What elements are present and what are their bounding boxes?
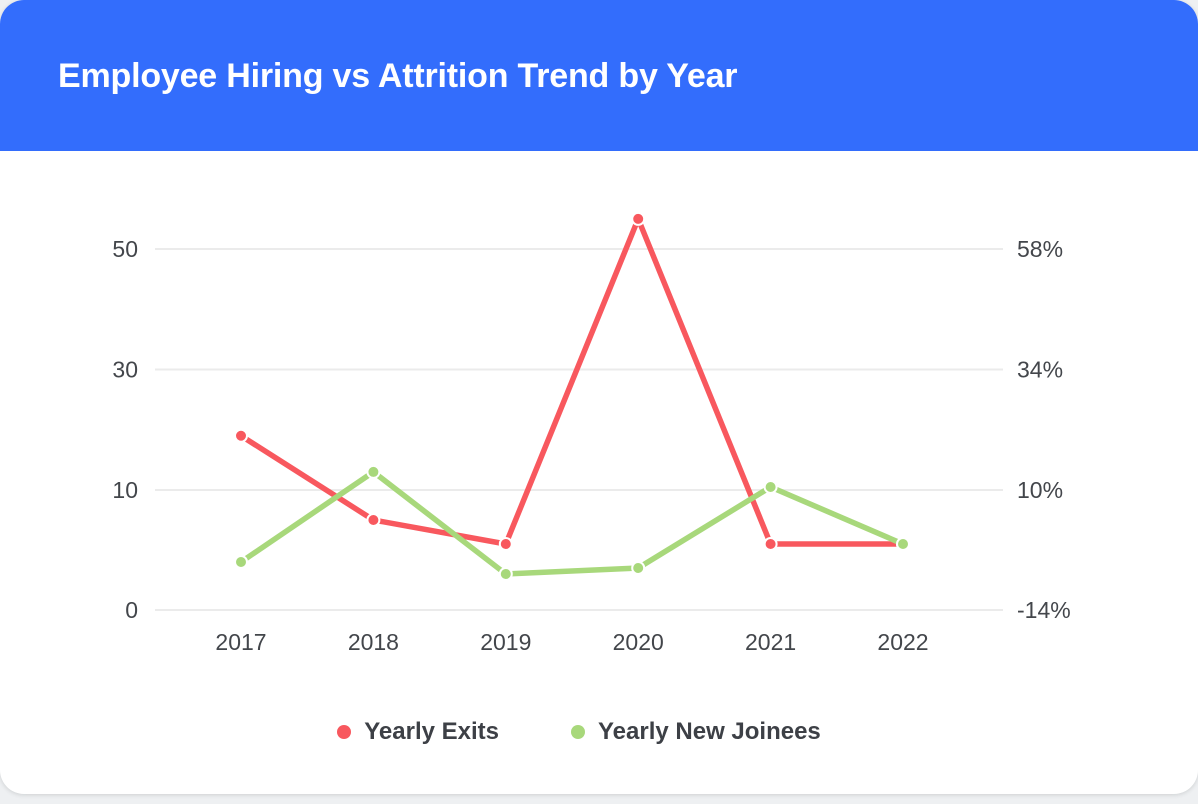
series-line-exits[interactable] <box>238 216 906 547</box>
chart-header: Employee Hiring vs Attrition Trend by Ye… <box>0 0 1198 151</box>
data-point-exits-2020[interactable] <box>631 211 646 226</box>
data-point-exits-2019[interactable] <box>498 537 513 551</box>
legend-item-yearly-new-joinees[interactable]: Yearly New Joinees <box>570 718 821 746</box>
data-point-joinees-2022[interactable] <box>896 537 910 551</box>
chart-legend: Yearly Exits Yearly New Joinees <box>155 718 1003 746</box>
data-point-joinees-2020[interactable] <box>631 561 646 575</box>
data-point-exits-2018[interactable] <box>366 513 381 527</box>
page-title: Employee Hiring vs Attrition Trend by Ye… <box>58 57 738 95</box>
y-axis-left-label: 0 <box>125 597 138 623</box>
series-line-joinees[interactable] <box>238 469 906 577</box>
data-point-joinees-2019[interactable] <box>498 567 513 581</box>
data-point-joinees-2018[interactable] <box>366 464 381 479</box>
y-axis-left-label: 30 <box>112 357 138 383</box>
x-axis-label: 2017 <box>215 629 266 655</box>
legend-label: Yearly New Joinees <box>597 718 821 745</box>
y-axis-right-label: 34% <box>1017 357 1063 383</box>
y-axis-left-label: 10 <box>112 477 138 503</box>
data-point-exits-2017[interactable] <box>234 428 248 443</box>
x-axis-label: 2022 <box>877 629 928 655</box>
legend-item-yearly-exits[interactable]: Yearly Exits <box>337 718 499 746</box>
x-axis-label: 2019 <box>480 629 531 655</box>
legend-dot-exits-icon <box>337 725 352 739</box>
data-point-exits-2021[interactable] <box>763 537 778 551</box>
legend-label: Yearly Exits <box>364 718 499 745</box>
x-axis-label: 2018 <box>348 629 399 655</box>
y-axis-right-label: -14% <box>1017 597 1071 623</box>
data-point-joinees-2017[interactable] <box>234 555 248 569</box>
x-axis-label: 2021 <box>745 629 796 655</box>
y-axis-left-label: 50 <box>112 236 138 262</box>
legend-dot-joinees-icon <box>570 725 585 739</box>
x-axis-label: 2020 <box>613 629 664 655</box>
data-point-joinees-2021[interactable] <box>763 479 778 494</box>
y-axis-right-label: 10% <box>1017 477 1063 503</box>
y-axis-right-label: 58% <box>1017 236 1063 262</box>
